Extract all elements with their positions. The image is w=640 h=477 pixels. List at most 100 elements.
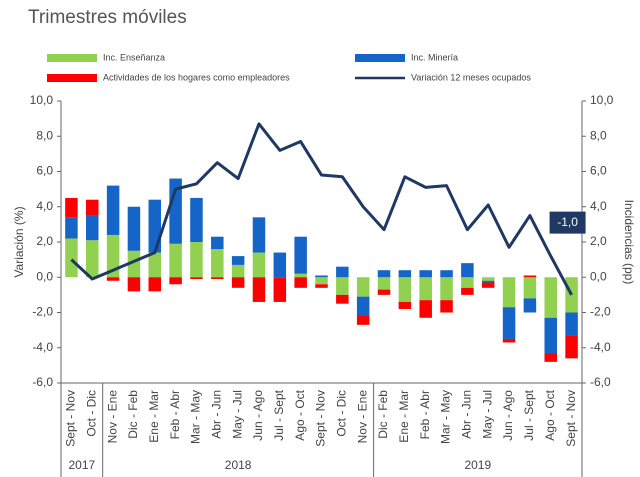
x-tick-label: Jun - Ago <box>501 390 515 441</box>
y2-tick-label: 4,0 <box>590 199 607 213</box>
annotation: -1,0 <box>557 215 578 229</box>
bar-segment <box>544 277 557 318</box>
y2-tick-label: 10,0 <box>590 93 614 107</box>
bar-segment <box>356 277 370 297</box>
bar-segment <box>294 273 307 278</box>
x-tick-label: Oct - Dic <box>335 390 349 437</box>
legend-label: Inc. Enseñanza <box>103 52 165 62</box>
x-tick-label: Feb - Abr <box>168 390 182 439</box>
chart-subtitle: Trimestres móviles <box>28 7 187 28</box>
bar-segment <box>65 197 78 218</box>
bar-segment <box>502 307 516 339</box>
bar-segment <box>398 277 412 302</box>
bar-segment <box>294 277 307 288</box>
bar-segment <box>544 317 557 354</box>
x-tick-label: Mar - May <box>439 390 453 444</box>
y-axis-label: Variación (%) <box>12 206 26 277</box>
y2-tick-label: -6,0 <box>590 375 611 389</box>
y-tick-label: 8,0 <box>36 128 53 142</box>
bar-segment <box>565 312 578 336</box>
y2-axis-label: Incidencias (pp) <box>622 200 636 285</box>
bar-segment <box>315 277 328 285</box>
legend-label: Actividades de los hogares como empleado… <box>103 72 290 82</box>
bar-segment <box>106 234 120 278</box>
bar-segment <box>273 252 287 278</box>
x-tick-label: Jul - Sept <box>522 389 536 440</box>
bar-segment <box>461 287 474 295</box>
x-tick-label: Ago - Oct <box>293 389 307 440</box>
bar-segment <box>419 270 432 278</box>
x-tick-label: Sept - Nov <box>564 390 578 447</box>
legend-swatch <box>355 54 405 62</box>
bar-segment <box>211 236 224 250</box>
bar-segment <box>148 252 162 278</box>
x-tick-label: Nov - Ene <box>105 390 119 444</box>
bar-segment <box>231 264 245 278</box>
bar-segment <box>440 277 453 301</box>
y-tick-label: -2,0 <box>32 305 53 319</box>
y2-tick-label: 0,0 <box>590 269 607 283</box>
bar-segment <box>336 294 349 304</box>
annotation-box <box>549 211 586 234</box>
bar-segment <box>252 217 266 253</box>
x-tick-label: Abr - Jun <box>209 390 223 439</box>
x-tick-label: Dic - Feb <box>376 390 390 439</box>
bar-segment <box>523 277 537 299</box>
bar-segment <box>190 197 203 242</box>
bar-segment <box>461 263 474 278</box>
bar-segment <box>231 277 245 288</box>
bar-segment <box>315 284 328 288</box>
bar-segment <box>127 277 141 292</box>
y2-tick-label: -2,0 <box>590 305 611 319</box>
legend-label: Variación 12 meses ocupados <box>411 72 531 82</box>
bar-segment <box>148 199 162 253</box>
bar-segment <box>377 277 391 290</box>
x-tick-label: Dic - Feb <box>126 390 140 439</box>
x-tick-label: Abr - Jun <box>460 390 474 439</box>
legend-swatch <box>47 74 97 82</box>
bar-segment <box>190 242 203 278</box>
x-tick-label: May - Jul <box>230 390 244 439</box>
bar-segment <box>315 275 328 278</box>
bar-segment <box>127 250 141 278</box>
bar-segment <box>523 298 537 313</box>
y2-tick-label: -4,0 <box>590 340 611 354</box>
bar-segment <box>419 277 432 301</box>
x-tick-label: Feb - Abr <box>418 390 432 439</box>
bar-segment <box>148 277 162 292</box>
bar-segment <box>419 300 432 318</box>
bar-segment <box>377 270 391 278</box>
bar-segment <box>481 282 495 288</box>
bar-segment <box>65 238 78 278</box>
y2-tick-label: 2,0 <box>590 234 607 248</box>
y2-tick-label: 6,0 <box>590 164 607 178</box>
bar-segment <box>65 217 78 239</box>
bar-segment <box>252 252 266 278</box>
bar-segment <box>252 277 266 302</box>
bar-segment <box>86 199 99 216</box>
x-tick-label: Ene - Mar <box>147 390 161 443</box>
bar-segment <box>86 240 99 278</box>
year-label: 2017 <box>68 458 95 472</box>
y-tick-label: 6,0 <box>36 164 53 178</box>
bar-segment <box>190 277 203 280</box>
bar-segment <box>461 277 474 288</box>
legend-label: Inc. Minería <box>411 52 458 62</box>
y-tick-label: 2,0 <box>36 234 53 248</box>
bar-segment <box>565 335 578 359</box>
bar-segment <box>86 215 99 241</box>
x-tick-label: Mar - May <box>189 390 203 444</box>
bar-segment <box>440 270 453 278</box>
y-tick-label: 0,0 <box>36 269 53 283</box>
y-tick-label: 4,0 <box>36 199 53 213</box>
bar-segment <box>336 266 349 278</box>
line-series <box>70 122 573 296</box>
bar-segment <box>231 256 245 265</box>
bar-segment <box>106 277 120 281</box>
bar-segment <box>544 353 557 362</box>
bar-segment <box>211 277 224 280</box>
bar-segment <box>294 236 307 274</box>
x-tick-label: Nov - Ene <box>355 390 369 444</box>
x-tick-label: Ene - Mar <box>397 390 411 443</box>
